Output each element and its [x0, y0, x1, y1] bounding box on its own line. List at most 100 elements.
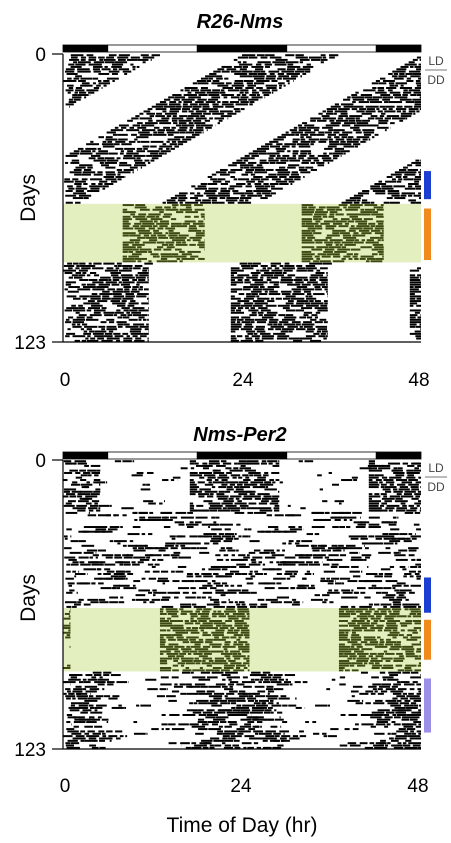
activity-bout	[282, 542, 287, 545]
activity-bout	[295, 56, 308, 59]
activity-bout	[351, 589, 354, 592]
activity-bout	[88, 91, 95, 94]
activity-bout	[166, 648, 179, 651]
activity-bout	[338, 638, 351, 641]
activity-bout	[321, 286, 328, 289]
activity-bout	[275, 168, 288, 171]
activity-bout	[326, 108, 338, 111]
activity-bout	[285, 309, 296, 312]
activity-bout	[414, 622, 421, 625]
activity-bout	[181, 671, 191, 674]
activity-bout	[363, 227, 374, 230]
activity-bout	[77, 70, 91, 73]
activity-bout	[200, 629, 204, 632]
activity-bout	[243, 624, 250, 627]
activity-bout	[200, 685, 208, 688]
activity-bout	[389, 201, 400, 204]
activity-bout	[292, 561, 305, 564]
activity-bout	[303, 325, 313, 328]
activity-bout	[128, 250, 134, 253]
activity-bout	[147, 161, 151, 164]
activity-bout	[77, 601, 82, 604]
activity-bout	[156, 119, 169, 122]
activity-bout	[80, 474, 88, 477]
activity-bout	[193, 659, 202, 662]
activity-bout	[195, 234, 205, 237]
activity-bout	[133, 323, 145, 326]
activity-bout	[331, 544, 338, 547]
activity-bout	[343, 518, 347, 521]
activity-bout	[119, 563, 124, 566]
activity-bout	[162, 215, 171, 218]
activity-bout	[158, 147, 163, 150]
activity-bout	[377, 688, 383, 691]
activity-bout	[353, 129, 361, 132]
activity-bout	[239, 467, 251, 470]
activity-bout	[295, 276, 308, 279]
activity-bout	[333, 157, 338, 160]
activity-bout	[340, 103, 354, 106]
activity-bout	[179, 201, 183, 204]
activity-bout	[268, 321, 278, 324]
activity-bout	[276, 561, 280, 564]
activity-bout	[261, 462, 267, 465]
activity-bout	[227, 702, 231, 705]
activity-bout	[237, 605, 248, 608]
activity-bout	[189, 702, 194, 705]
activity-bout	[143, 318, 147, 321]
activity-bout	[332, 260, 345, 263]
activity-bout	[289, 683, 293, 686]
activity-bout	[195, 516, 208, 519]
activity-bout	[231, 84, 244, 87]
activity-bout	[123, 309, 129, 312]
activity-bout	[416, 730, 421, 733]
activity-bout	[208, 596, 212, 599]
activity-bout	[122, 255, 127, 258]
activity-bout	[334, 589, 339, 592]
activity-bout	[372, 87, 377, 90]
activity-bout	[73, 77, 80, 80]
activity-bout	[407, 168, 419, 171]
activity-bout	[96, 509, 101, 512]
activity-bout	[147, 297, 149, 300]
activity-bout	[236, 321, 241, 324]
activity-bout	[191, 746, 201, 749]
activity-bout	[92, 267, 104, 270]
activity-bout	[192, 222, 204, 225]
activity-bout	[98, 56, 105, 59]
activity-bout	[275, 180, 288, 183]
activity-bout	[408, 199, 416, 202]
activity-bout	[349, 227, 363, 230]
activity-bout	[250, 166, 264, 169]
activity-bout	[69, 469, 78, 472]
activity-bout	[196, 126, 204, 129]
activity-bout	[376, 615, 382, 618]
activity-bout	[202, 610, 210, 613]
activity-bout	[382, 108, 387, 111]
activity-bout	[260, 264, 268, 267]
activity-bout	[211, 631, 224, 634]
activity-bout	[325, 335, 328, 338]
activity-bout	[238, 493, 248, 496]
activity-bout	[345, 199, 357, 202]
activity-bout	[328, 471, 332, 474]
activity-bout	[352, 728, 359, 731]
activity-bout	[384, 716, 393, 719]
activity-bout	[228, 737, 236, 740]
activity-bout	[368, 479, 373, 482]
activity-bout	[355, 702, 363, 705]
activity-bout	[113, 143, 120, 146]
activity-bout	[419, 509, 421, 512]
activity-bout	[301, 257, 314, 260]
activity-bout	[403, 175, 408, 178]
activity-bout	[322, 215, 328, 218]
activity-bout	[267, 460, 278, 463]
activity-bout	[291, 171, 298, 174]
activity-bout	[215, 629, 225, 632]
activity-bout	[275, 297, 282, 300]
activity-bout	[241, 742, 252, 745]
activity-bout	[332, 222, 343, 225]
activity-bout	[377, 636, 381, 639]
activity-bout	[225, 671, 238, 674]
activity-bout	[152, 570, 160, 573]
